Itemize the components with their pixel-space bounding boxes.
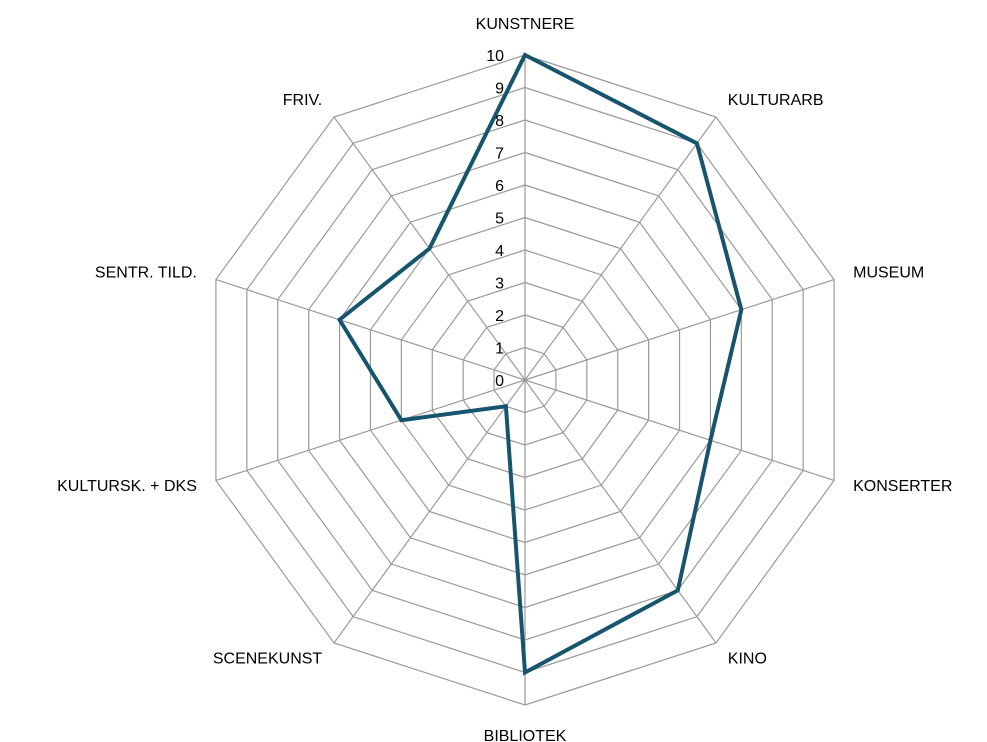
tick-label: 2: [495, 308, 504, 325]
category-label: KONSERTER: [853, 478, 952, 495]
spoke: [524, 379, 717, 644]
category-label: KINO: [728, 650, 767, 667]
spoke: [333, 379, 526, 644]
spoke: [215, 379, 526, 482]
tick-label: 8: [495, 113, 504, 130]
spoke: [215, 278, 526, 381]
spoke: [524, 278, 835, 381]
category-label: KULTURSK. + DKS: [57, 478, 197, 495]
tick-label: 4: [495, 243, 504, 260]
tick-label: 7: [495, 146, 504, 163]
tick-label: 9: [495, 81, 504, 98]
category-label: KULTURARB: [728, 92, 824, 109]
category-label: SCENEKUNST: [213, 650, 323, 667]
category-label: SENTR. TILD.: [95, 265, 197, 282]
tick-label: 0: [495, 373, 504, 390]
series-line: [336, 52, 744, 676]
category-label: MUSEUM: [853, 265, 924, 282]
category-label: KUNSTNERE: [476, 16, 575, 33]
tick-label: 5: [495, 211, 504, 228]
spoke: [524, 379, 835, 482]
tick-label: 10: [486, 48, 504, 65]
tick-label: 3: [495, 276, 504, 293]
category-label: BIBLIOTEK: [484, 728, 567, 742]
category-label: FRIV.: [283, 92, 322, 109]
tick-label: 1: [495, 341, 504, 358]
spoke: [524, 116, 717, 381]
tick-label: 6: [495, 178, 504, 195]
